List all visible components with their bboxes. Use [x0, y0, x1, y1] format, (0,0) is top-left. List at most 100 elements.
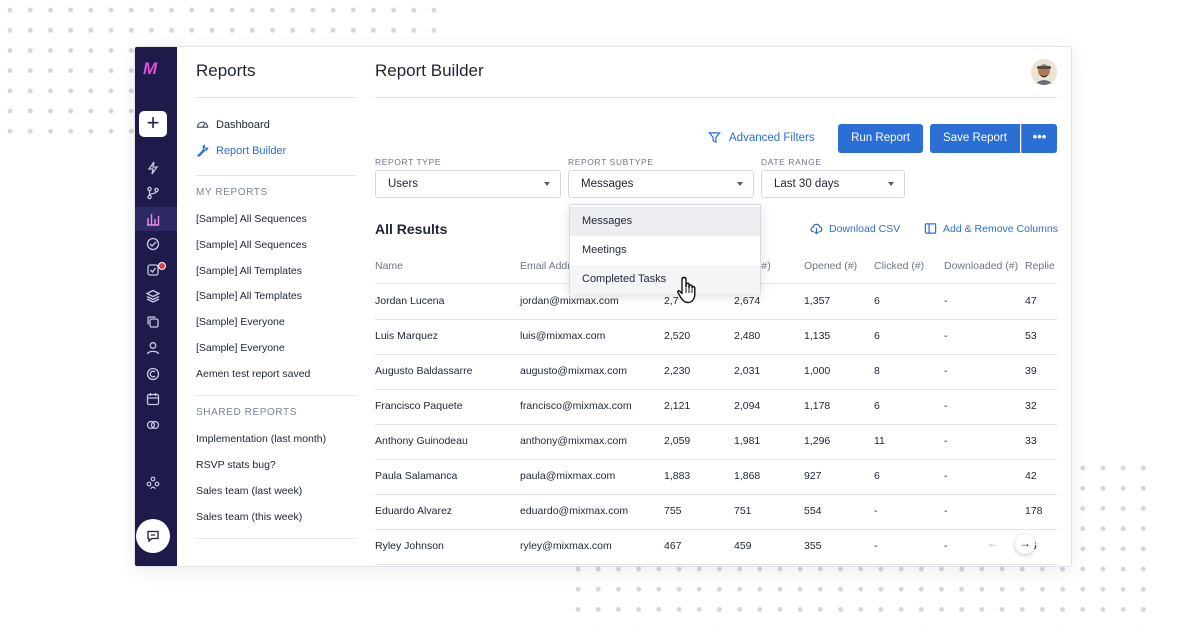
run-report-button[interactable]: Run Report	[838, 124, 923, 153]
divider	[375, 529, 1057, 530]
shared-report-item[interactable]: Implementation (last month)	[196, 433, 327, 445]
cell-sent: 2,7	[664, 295, 679, 307]
column-header-replied[interactable]: Replie	[1025, 260, 1055, 272]
branch-icon[interactable]	[146, 186, 160, 200]
report-subtype-select[interactable]: Messages	[568, 170, 754, 198]
cell-name: Francisco Paquete	[375, 400, 463, 412]
cell-downloaded: -	[944, 295, 948, 307]
table-row[interactable]: Anthony Guinodeau anthony@mixmax.com 2,059…	[375, 424, 1057, 460]
cell-delivered: 751	[734, 505, 752, 517]
my-report-item[interactable]: [Sample] All Templates	[196, 290, 303, 302]
cell-downloaded: -	[944, 365, 948, 377]
chat-icon	[147, 530, 159, 543]
cell-sent: 2,059	[664, 435, 691, 447]
circle-c-icon[interactable]	[146, 367, 160, 381]
inbox-icon[interactable]	[146, 237, 160, 251]
cell-opened: 554	[804, 505, 822, 517]
results-title: All Results	[375, 221, 448, 237]
my-report-item[interactable]: [Sample] Everyone	[196, 316, 285, 328]
shared-report-item[interactable]: RSVP stats bug?	[196, 459, 276, 471]
columns-icon	[924, 223, 937, 234]
sidebar-item-label: Dashboard	[216, 118, 270, 131]
shared-report-item[interactable]: Sales team (this week)	[196, 511, 303, 523]
scroll-left-button[interactable]: ←	[983, 534, 1003, 554]
column-header-name[interactable]: Name	[375, 260, 404, 272]
scroll-right-button[interactable]: →	[1015, 534, 1035, 554]
cloud-download-icon	[810, 223, 823, 235]
lightning-icon[interactable]	[146, 161, 160, 175]
column-header-email[interactable]: Email Addr	[520, 260, 571, 272]
link-icon[interactable]	[146, 418, 160, 432]
date-range-select[interactable]: Last 30 days	[761, 170, 905, 198]
cell-replied: 33	[1025, 435, 1037, 447]
add-remove-columns-link[interactable]: Add & Remove Columns	[924, 222, 1058, 235]
table-row[interactable]: Augusto Baldassarre augusto@mixmax.com 2,2…	[375, 354, 1057, 390]
my-report-item[interactable]: [Sample] All Sequences	[196, 239, 307, 251]
shared-report-item[interactable]: Sales team (last week)	[196, 485, 303, 497]
table-row[interactable]: Jordan Lucena jordan@mixmax.com 2,7 2,674 1,…	[375, 284, 1057, 320]
advanced-filters-link[interactable]: Advanced Filters	[708, 131, 815, 144]
date-range-value: Last 30 days	[774, 178, 840, 190]
sidebar-item-report-builder[interactable]: Report Builder	[196, 144, 286, 157]
divider	[375, 354, 1057, 355]
calendar-icon[interactable]	[146, 392, 160, 406]
table-row[interactable]: Luis Marquez luis@mixmax.com 2,520 2,480 1,1…	[375, 319, 1057, 355]
reports-bar-chart-icon[interactable]	[135, 207, 177, 231]
report-subtype-dropdown: Messages Meetings Completed Tasks	[569, 204, 761, 294]
cell-opened: 1,178	[804, 400, 831, 412]
more-options-button[interactable]: •••	[1021, 124, 1057, 153]
my-report-item[interactable]: Aemen test report saved	[196, 368, 311, 380]
hand-cursor-icon	[677, 276, 696, 304]
team-icon[interactable]	[146, 476, 160, 490]
cell-email: paula@mixmax.com	[520, 470, 616, 482]
my-report-item[interactable]: [Sample] All Templates	[196, 265, 303, 277]
table-row[interactable]: Eduardo Alvarez eduardo@mixmax.com 755 751 5…	[375, 494, 1057, 530]
divider	[375, 97, 1057, 98]
add-remove-columns-label: Add & Remove Columns	[943, 222, 1058, 235]
save-report-button[interactable]: Save Report	[930, 124, 1020, 153]
sidebar-item-label: Report Builder	[216, 144, 287, 157]
cell-downloaded: -	[944, 470, 948, 482]
cell-replied: 178	[1025, 505, 1043, 517]
dropdown-option-meetings[interactable]: Meetings	[582, 244, 627, 256]
cell-clicked: 8	[874, 365, 880, 377]
cell-sent: 755	[664, 505, 682, 517]
cell-name: Jordan Lucena	[375, 295, 445, 307]
table-row[interactable]: Francisco Paquete francisco@mixmax.com 2,1…	[375, 389, 1057, 425]
cell-email: ryley@mixmax.com	[520, 540, 612, 552]
layers-icon[interactable]	[146, 289, 160, 303]
divider	[375, 564, 1057, 565]
copy-icon[interactable]	[146, 315, 160, 329]
cell-delivered: 459	[734, 540, 752, 552]
user-icon[interactable]	[146, 341, 160, 355]
filter-icon	[708, 132, 721, 144]
my-report-item[interactable]: [Sample] Everyone	[196, 342, 285, 354]
cell-clicked: 6	[874, 295, 880, 307]
cell-replied: 39	[1025, 365, 1037, 377]
table-header: Name Email Addr ered (#) Opened (#) Clic…	[375, 252, 1057, 282]
table-row[interactable]: Ryley Johnson ryley@mixmax.com 467 459 355 - -…	[375, 529, 1057, 565]
table-row[interactable]: Paula Salamanca paula@mixmax.com 1,883 1,86…	[375, 459, 1057, 495]
cell-name: Paula Salamanca	[375, 470, 458, 482]
chat-button[interactable]	[136, 519, 170, 553]
cell-downloaded: -	[944, 505, 948, 517]
download-csv-link[interactable]: Download CSV	[810, 222, 900, 235]
cell-delivered: 2,031	[734, 365, 761, 377]
dropdown-option-completed-tasks[interactable]: Completed Tasks	[570, 265, 760, 294]
cell-delivered: 2,480	[734, 330, 761, 342]
column-header-clicked[interactable]: Clicked (#)	[874, 260, 925, 272]
column-header-opened[interactable]: Opened (#)	[804, 260, 858, 272]
report-type-select[interactable]: Users	[375, 170, 561, 198]
cell-email: francisco@mixmax.com	[520, 400, 632, 412]
task-icon[interactable]	[146, 263, 160, 277]
mixmax-logo-icon[interactable]: M	[143, 59, 158, 78]
sidebar-item-dashboard[interactable]: Dashboard	[196, 118, 270, 131]
avatar[interactable]	[1031, 59, 1057, 85]
dropdown-option-messages[interactable]: Messages	[570, 207, 760, 236]
new-button[interactable]: +	[139, 111, 167, 137]
my-report-item[interactable]: [Sample] All Sequences	[196, 213, 307, 225]
cell-opened: 1,357	[804, 295, 831, 307]
cell-downloaded: -	[944, 330, 948, 342]
column-header-downloaded[interactable]: Downloaded (#)	[944, 260, 1019, 272]
my-reports-heading: MY REPORTS	[196, 187, 268, 198]
